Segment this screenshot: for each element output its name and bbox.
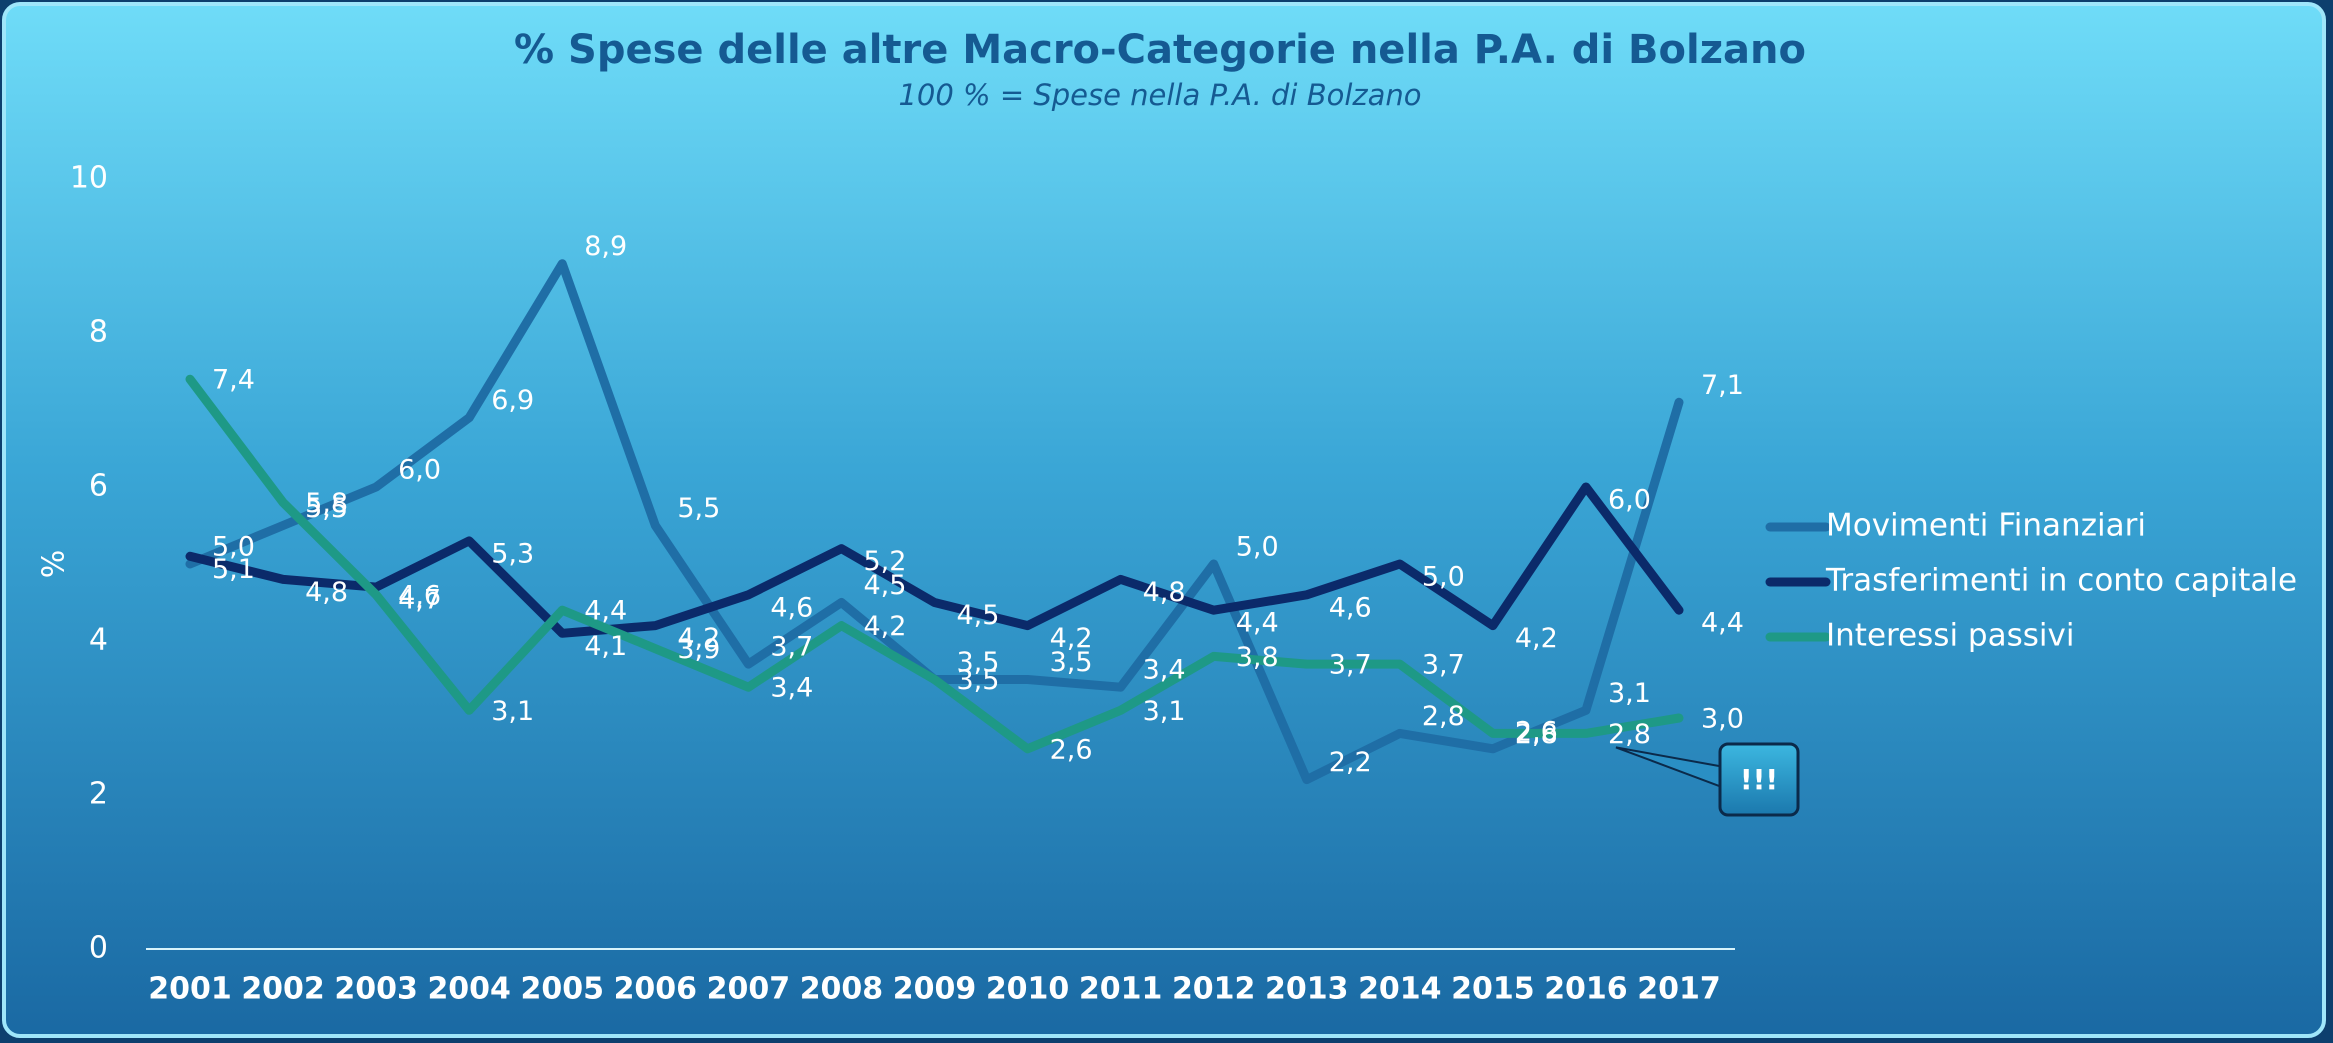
data-label: 5,0	[1236, 532, 1279, 563]
data-label: 2,6	[1050, 734, 1093, 765]
data-label: 4,6	[398, 580, 441, 611]
x-tick-label: 2012	[1172, 972, 1256, 1007]
data-label: 3,0	[1701, 704, 1744, 735]
data-label: 5,1	[212, 554, 255, 585]
plot-area: 0 2 4 6 8 10 2001 2002 2003 2004 2005 2006 2007 2008 2…	[70, 161, 2297, 1007]
data-label: 4,2	[1050, 623, 1093, 654]
series-line	[185, 482, 1684, 638]
data-label: 4,2	[1515, 623, 1558, 654]
data-label: 4,4	[1701, 608, 1744, 639]
data-label: 4,6	[1329, 592, 1372, 623]
x-tick-label: 2011	[1079, 972, 1163, 1007]
data-label: 4,1	[584, 631, 627, 662]
data-label: 6,0	[398, 455, 441, 486]
x-tick-label: 2006	[614, 972, 698, 1007]
data-label: 8,9	[584, 231, 627, 262]
legend-label: Trasferimenti in conto capitale	[1825, 563, 2297, 599]
data-label: 5,5	[677, 493, 720, 524]
y-axis-label: %	[37, 550, 72, 579]
x-tick-label: 2016	[1544, 972, 1628, 1007]
data-label: 5,5	[305, 493, 348, 524]
y-tick-label: 2	[89, 777, 108, 812]
x-tick-label: 2004	[427, 972, 511, 1007]
data-label: 5,3	[491, 538, 534, 569]
data-label: 3,9	[677, 634, 720, 665]
data-label: 2,8	[1422, 701, 1465, 732]
chart-title: % Spese delle altre Macro-Categorie nell…	[514, 27, 1806, 73]
data-label: 4,6	[770, 592, 813, 623]
series-line	[185, 374, 1684, 754]
y-tick-label: 6	[89, 469, 108, 504]
data-label: 5,2	[863, 546, 906, 577]
data-label: 3,7	[1422, 650, 1465, 681]
data-label: 2,8	[1515, 719, 1558, 750]
data-label: 3,5	[957, 647, 1000, 678]
data-label: 6,0	[1608, 485, 1651, 516]
data-label: 7,4	[212, 365, 255, 396]
x-tick-label: 2002	[241, 972, 325, 1007]
data-label: 7,1	[1701, 370, 1744, 401]
legend-label: Interessi passivi	[1826, 618, 2074, 654]
chart-subtitle: 100 % = Spese nella P.A. di Bolzano	[898, 78, 1421, 112]
x-tick-label: 2001	[148, 972, 232, 1007]
data-label: 5,8	[305, 488, 348, 519]
y-tick-label: 4	[89, 623, 108, 658]
data-label: 4,5	[957, 600, 1000, 631]
data-label: 2,2	[1329, 747, 1372, 778]
data-label: 3,5	[1050, 647, 1093, 678]
data-label: 3,7	[770, 632, 813, 663]
x-tick-label: 2010	[986, 972, 1070, 1007]
data-label: 3,1	[1143, 696, 1186, 727]
data-label: 3,5	[957, 665, 1000, 696]
data-label: 3,1	[1608, 678, 1651, 709]
x-tick-label: 2005	[521, 972, 605, 1007]
data-label: 5,0	[1422, 562, 1465, 593]
y-tick-label: 0	[89, 931, 108, 966]
y-tick-label: 10	[70, 161, 108, 196]
data-label: 4,7	[398, 585, 441, 616]
data-label: 2,8	[1608, 719, 1651, 750]
data-label: 3,7	[1329, 650, 1372, 681]
data-label: 4,8	[1143, 577, 1186, 608]
data-label: 4,4	[584, 596, 627, 627]
data-label: 5,0	[212, 532, 255, 563]
x-tick-label: 2013	[1265, 972, 1349, 1007]
data-label: 3,8	[1236, 642, 1279, 673]
x-tick-label: 2003	[334, 972, 418, 1007]
data-label: 2,6	[1515, 716, 1558, 747]
data-label: 3,4	[1143, 655, 1186, 686]
x-tick-label: 2007	[707, 972, 791, 1007]
x-tick-label: 2015	[1451, 972, 1535, 1007]
x-tick-label: 2014	[1358, 972, 1442, 1007]
x-tick-label: 2009	[893, 972, 977, 1007]
data-label: 3,4	[770, 673, 813, 704]
legend-label: Movimenti Finanziari	[1826, 508, 2146, 544]
data-label: 4,2	[677, 623, 720, 654]
x-tick-label: 2008	[800, 972, 884, 1007]
data-label: 4,5	[863, 570, 906, 601]
callout-text: !!!	[1740, 763, 1778, 796]
data-label: 4,2	[863, 611, 906, 642]
data-label: 3,1	[491, 696, 534, 727]
data-label: 4,4	[1236, 608, 1279, 639]
y-tick-label: 8	[89, 315, 108, 350]
x-tick-label: 2017	[1637, 972, 1721, 1007]
data-label: 4,8	[305, 577, 348, 608]
callout-box	[1718, 742, 1800, 817]
data-label: 6,9	[491, 385, 534, 416]
